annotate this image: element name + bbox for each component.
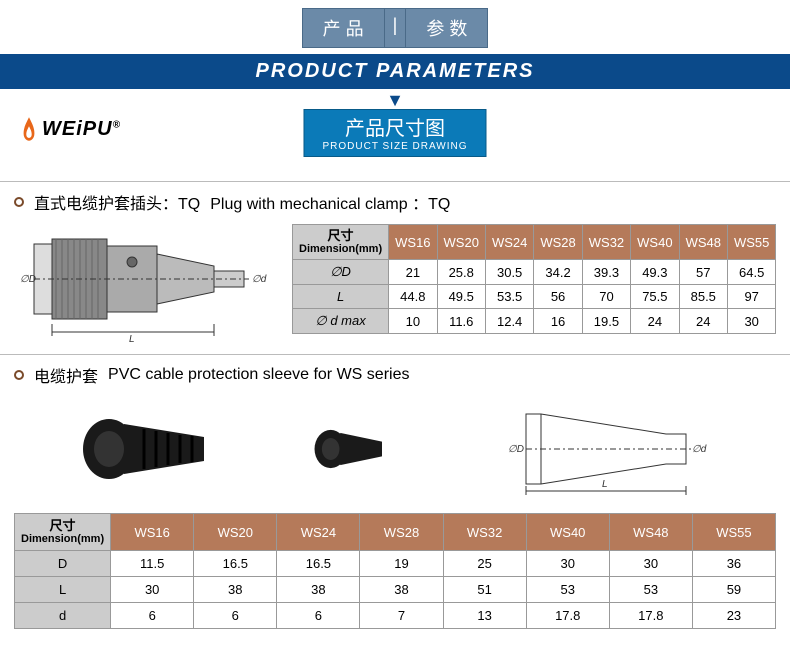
t2-col-5: WS40	[526, 514, 609, 551]
t1-dim-header: 尺寸Dimension(mm)	[293, 225, 389, 260]
sleeve-drawing: ∅D ∅d L	[496, 399, 716, 499]
section1-title-cn: 直式电缆护套插头：TQ	[34, 190, 200, 214]
table-row: L 44.849.553.5567075.585.597	[293, 285, 776, 309]
drawing1-label-d: ∅d	[252, 274, 267, 285]
table-plug-dimensions: 尺寸Dimension(mm) WS16 WS20 WS24 WS28 WS32…	[292, 224, 776, 334]
top-tabs: 产 品 | 参 数	[0, 8, 790, 48]
t2-r1-label: L	[15, 577, 111, 603]
bullet-icon	[14, 197, 24, 207]
section1-title-en: Plug with mechanical clamp ：TQ	[210, 190, 450, 214]
plug-drawing: ∅D ∅d L	[14, 224, 284, 344]
t2-col-6: WS48	[609, 514, 692, 551]
sleeve-photo-large	[74, 399, 224, 499]
t2-col-7: WS55	[692, 514, 775, 551]
banner-product-parameters: PRODUCT PARAMETERS	[0, 54, 790, 89]
bullet-icon	[14, 370, 24, 380]
tab-params: 参 数	[405, 8, 488, 48]
drawing1-label-D: ∅D	[20, 274, 36, 285]
t1-col-1: WS20	[437, 225, 485, 260]
t1-col-5: WS40	[631, 225, 679, 260]
drawing2-label-d: ∅d	[692, 444, 707, 455]
flame-icon	[20, 115, 38, 143]
section-cable-sleeve: 电缆护套 PVC cable protection sleeve for WS …	[0, 354, 790, 499]
logo-text: WEiPU®	[42, 118, 121, 141]
size-badge-cn: 产品尺寸图	[322, 112, 467, 141]
drawing1-label-L: L	[129, 334, 135, 344]
size-drawing-badge: 产品尺寸图 PRODUCT SIZE DRAWING	[303, 109, 486, 157]
table-row: d 66671317.817.823	[15, 603, 776, 629]
t1-r0-label: ∅D	[293, 260, 389, 285]
t1-col-4: WS32	[582, 225, 630, 260]
arrow-down-icon: ▼	[0, 91, 790, 109]
section2-title-en: PVC cable protection sleeve for WS serie…	[108, 366, 409, 384]
logo-row: WEiPU® 产品尺寸图 PRODUCT SIZE DRAWING	[0, 109, 790, 143]
weipu-logo: WEiPU®	[20, 115, 121, 143]
section-plug-tq: 直式电缆护套插头：TQ Plug with mechanical clamp ：…	[0, 181, 790, 344]
t1-col-3: WS28	[534, 225, 582, 260]
t1-r2-label: ∅ d max	[293, 309, 389, 334]
drawing2-label-L: L	[602, 479, 608, 490]
drawing2-label-D: ∅D	[508, 444, 524, 455]
table-row: L 3038383851535359	[15, 577, 776, 603]
t2-col-0: WS16	[111, 514, 194, 551]
sleeve-photo-small	[305, 399, 415, 499]
t2-col-4: WS32	[443, 514, 526, 551]
t1-col-0: WS16	[389, 225, 437, 260]
t1-r1-label: L	[293, 285, 389, 309]
t2-col-1: WS20	[194, 514, 277, 551]
t1-col-7: WS55	[727, 225, 775, 260]
logo-registered: ®	[113, 119, 121, 130]
t2-dim-header: 尺寸Dimension(mm)	[15, 514, 111, 551]
t2-col-3: WS28	[360, 514, 443, 551]
t2-r2-label: d	[15, 603, 111, 629]
tab-product: 产 品	[302, 8, 385, 48]
t1-col-2: WS24	[485, 225, 533, 260]
table-row: ∅ d max 1011.612.41619.5242430	[293, 309, 776, 334]
section2-title: 电缆护套 PVC cable protection sleeve for WS …	[14, 363, 776, 387]
section1-title: 直式电缆护套插头：TQ Plug with mechanical clamp ：…	[14, 190, 776, 214]
table-sleeve-dimensions: 尺寸Dimension(mm) WS16 WS20 WS24 WS28 WS32…	[14, 513, 776, 629]
table-row: ∅D 2125.830.534.239.349.35764.5	[293, 260, 776, 285]
table-row: D 11.516.516.51925303036	[15, 551, 776, 577]
section2-title-cn: 电缆护套	[34, 363, 98, 387]
t2-col-2: WS24	[277, 514, 360, 551]
tab-divider: |	[385, 8, 406, 48]
t1-col-6: WS48	[679, 225, 727, 260]
t2-r0-label: D	[15, 551, 111, 577]
size-badge-en: PRODUCT SIZE DRAWING	[322, 141, 467, 152]
